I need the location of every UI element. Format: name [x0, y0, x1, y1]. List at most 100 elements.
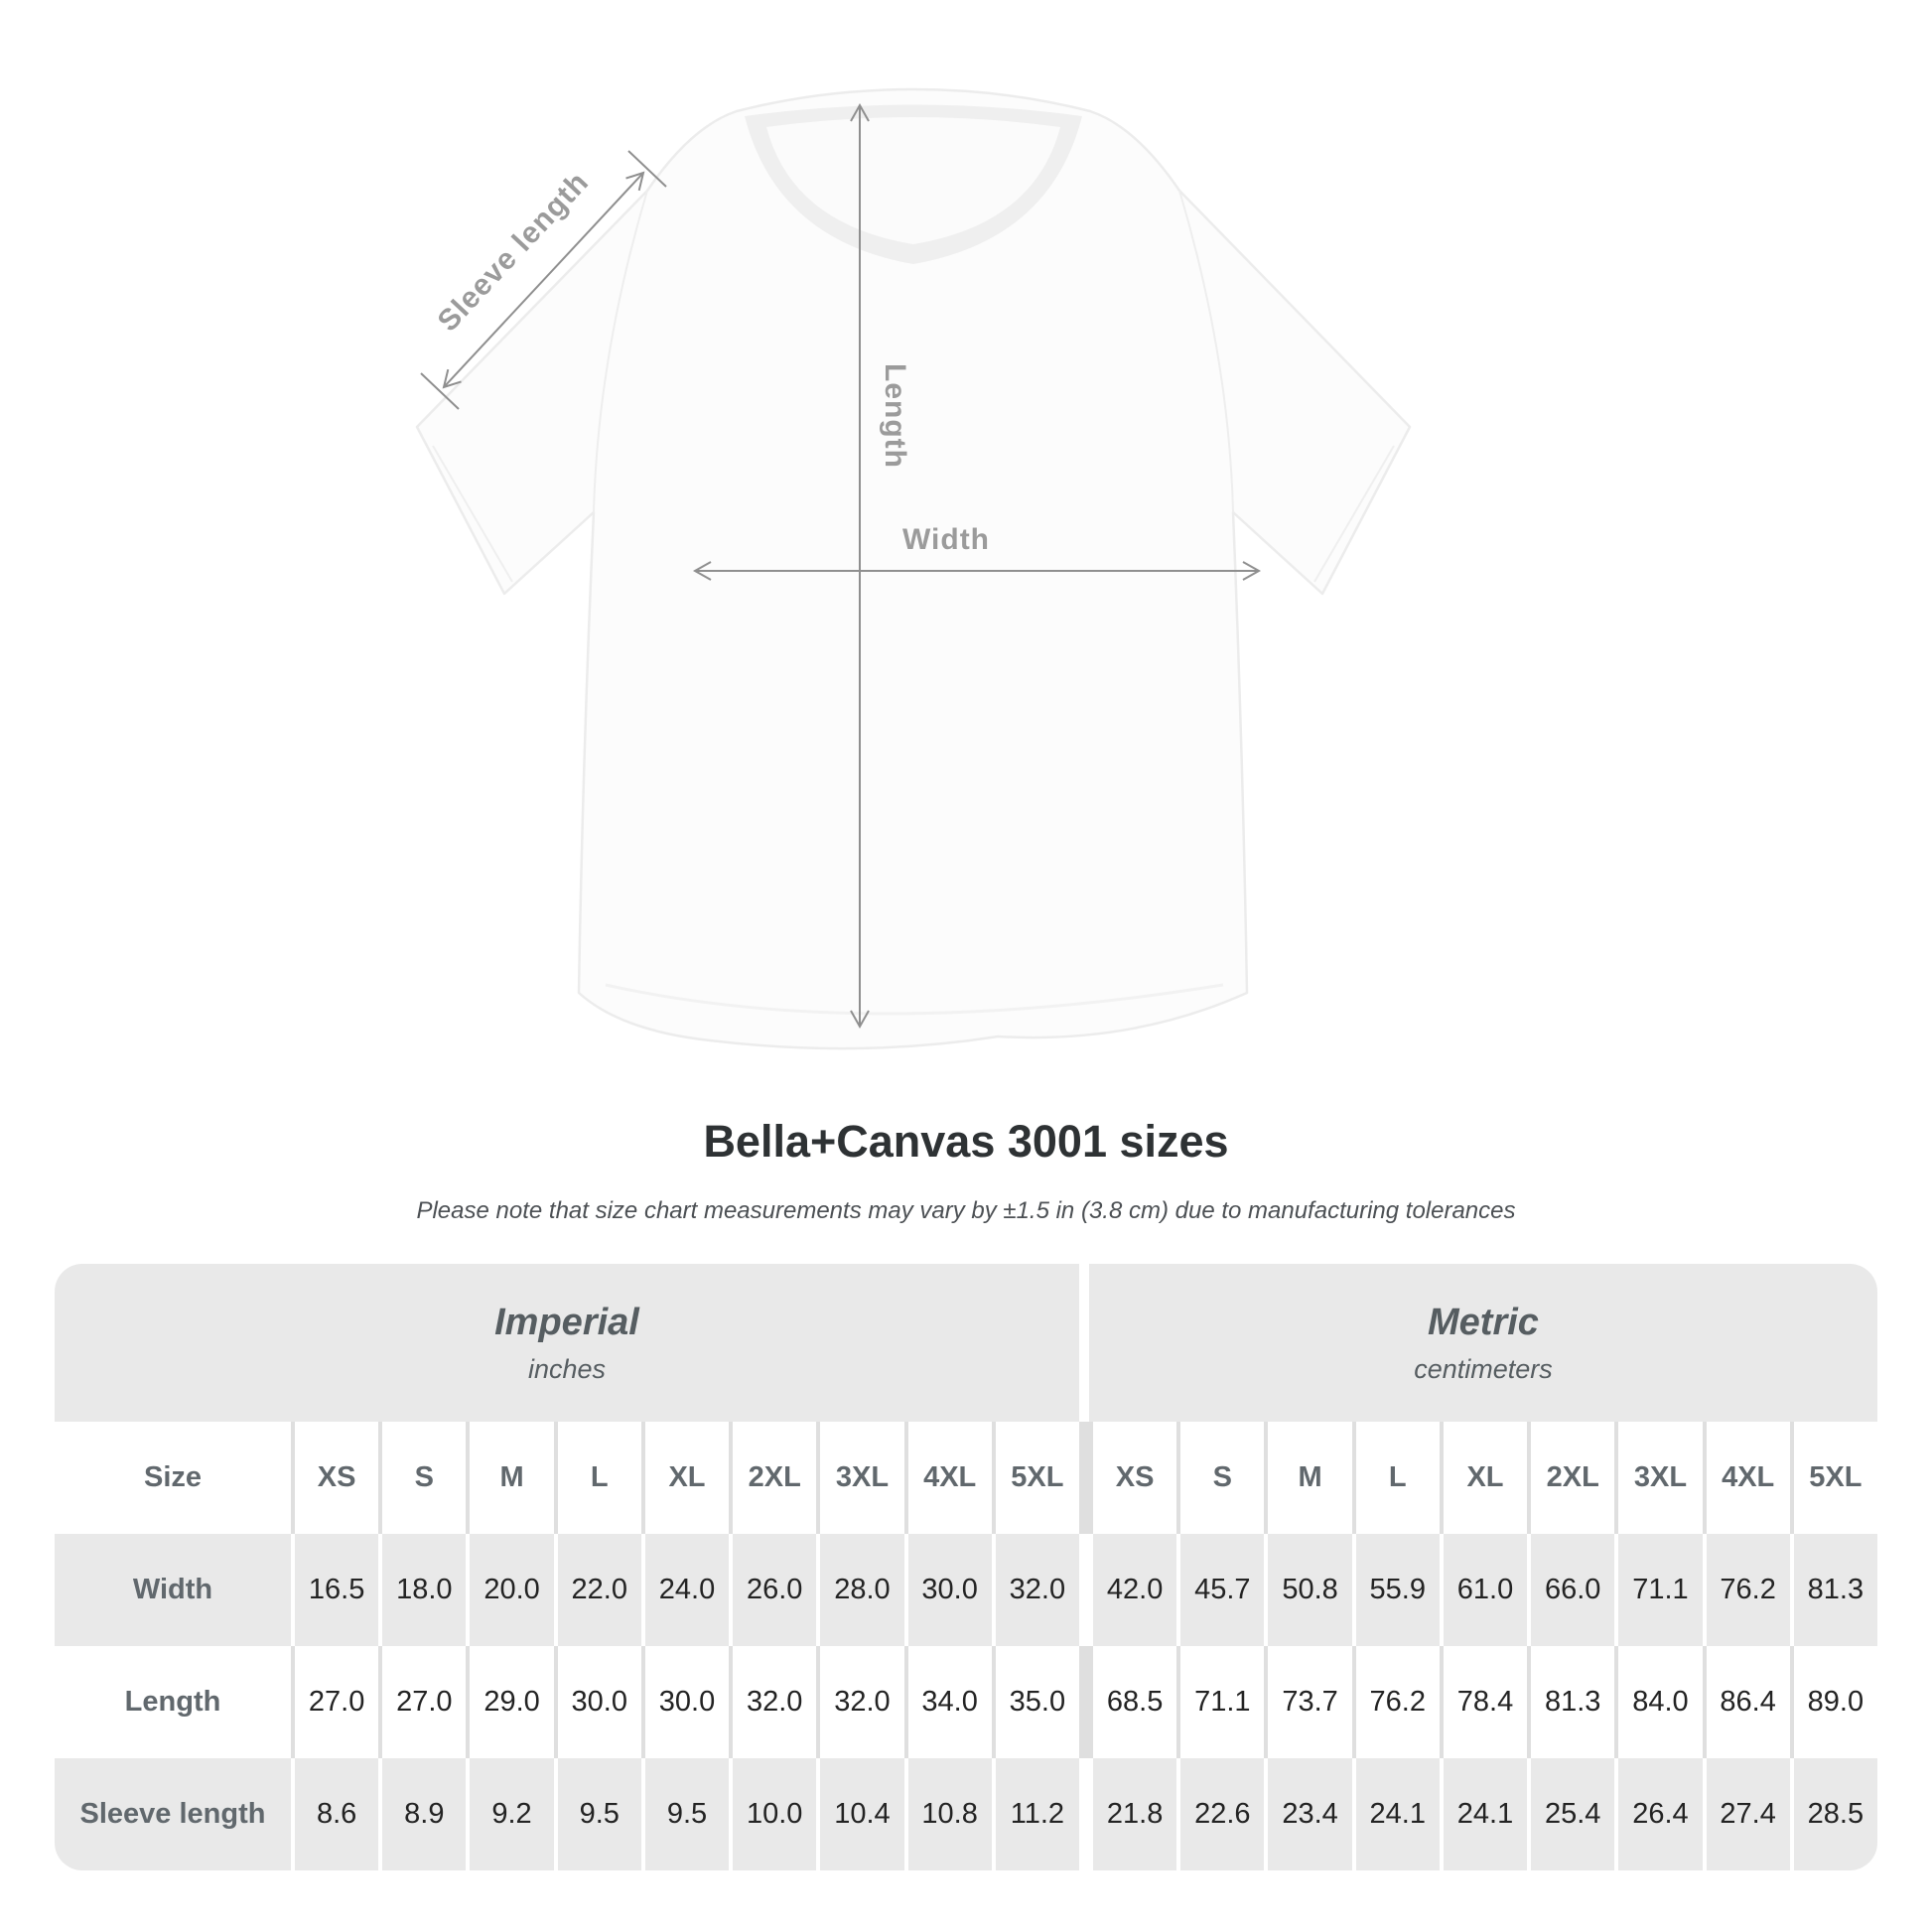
- value-cell-metric: 42.0: [1088, 1534, 1177, 1646]
- value-cell-metric: 28.5: [1789, 1758, 1877, 1870]
- value-cell-metric: 23.4: [1264, 1758, 1352, 1870]
- value-cell-metric: 71.1: [1176, 1646, 1265, 1758]
- size-header-metric: XL: [1439, 1422, 1528, 1534]
- value-cell-metric: 61.0: [1439, 1534, 1528, 1646]
- size-header-imperial: 4XL: [903, 1422, 992, 1534]
- metric-title: Metric: [1428, 1301, 1539, 1343]
- value-cell-imperial: 16.5: [291, 1534, 379, 1646]
- value-cell-imperial: 26.0: [729, 1534, 817, 1646]
- value-cell-imperial: 27.0: [378, 1646, 467, 1758]
- section-gap: [1078, 1264, 1089, 1422]
- value-cell-imperial: 20.0: [466, 1534, 554, 1646]
- row-label: Sleeve length: [55, 1758, 291, 1870]
- left-cuff-fold: [432, 445, 513, 583]
- value-cell-imperial: 18.0: [378, 1534, 467, 1646]
- sleeve-arrow-end-tick-top: [627, 150, 667, 188]
- imperial-title: Imperial: [494, 1301, 639, 1343]
- size-header-imperial: 3XL: [816, 1422, 904, 1534]
- value-cell-imperial: 22.0: [553, 1534, 641, 1646]
- size-header-metric: 4XL: [1702, 1422, 1790, 1534]
- section-gap: [1078, 1534, 1089, 1646]
- value-cell-metric: 76.2: [1351, 1646, 1440, 1758]
- title-block: Bella+Canvas 3001 sizes Please note that…: [0, 1114, 1932, 1225]
- value-cell-metric: 81.3: [1789, 1534, 1877, 1646]
- value-cell-metric: 22.6: [1176, 1758, 1265, 1870]
- tshirt-illustration: [415, 87, 1412, 1050]
- sleeve-arrow-end-tick-bottom: [420, 372, 460, 410]
- hem-shadow: [605, 983, 1224, 1016]
- size-header-metric: 5XL: [1789, 1422, 1877, 1534]
- value-cell-imperial: 30.0: [640, 1646, 730, 1758]
- page-subtitle: Please note that size chart measurements…: [416, 1197, 1516, 1224]
- value-cell-imperial: 11.2: [991, 1758, 1079, 1870]
- value-cell-imperial: 32.0: [816, 1646, 904, 1758]
- value-cell-metric: 21.8: [1088, 1758, 1177, 1870]
- value-cell-metric: 66.0: [1527, 1534, 1615, 1646]
- value-cell-metric: 45.7: [1176, 1534, 1265, 1646]
- metric-section-header: Metric centimeters: [1088, 1264, 1877, 1422]
- row-label: Length: [55, 1646, 291, 1758]
- size-header-imperial: M: [466, 1422, 554, 1534]
- size-table: Imperial inches Metric centimeters Size X…: [55, 1264, 1877, 1870]
- value-cell-metric: 68.5: [1088, 1646, 1177, 1758]
- value-cell-imperial: 10.0: [729, 1758, 817, 1870]
- size-header-metric: 2XL: [1527, 1422, 1615, 1534]
- size-header-imperial: XL: [640, 1422, 730, 1534]
- size-header-imperial: L: [553, 1422, 641, 1534]
- value-cell-metric: 25.4: [1527, 1758, 1615, 1870]
- value-cell-imperial: 8.9: [378, 1758, 467, 1870]
- value-cell-imperial: 10.4: [816, 1758, 904, 1870]
- section-gap: [1078, 1646, 1089, 1758]
- value-cell-metric: 55.9: [1351, 1534, 1440, 1646]
- right-sleeve-seam: [1178, 190, 1234, 513]
- value-cell-metric: 50.8: [1264, 1534, 1352, 1646]
- length-label: Length: [879, 363, 911, 469]
- value-cell-metric: 76.2: [1702, 1534, 1790, 1646]
- right-cuff-fold: [1313, 445, 1395, 583]
- size-header-metric: M: [1264, 1422, 1352, 1534]
- value-cell-metric: 78.4: [1439, 1646, 1528, 1758]
- collar-band: [766, 117, 1060, 244]
- size-header-metric: L: [1351, 1422, 1440, 1534]
- value-cell-imperial: 27.0: [291, 1646, 379, 1758]
- value-cell-metric: 84.0: [1614, 1646, 1703, 1758]
- value-cell-imperial: 8.6: [291, 1758, 379, 1870]
- size-header-imperial: 2XL: [729, 1422, 817, 1534]
- size-header-metric: XS: [1088, 1422, 1177, 1534]
- sleeve-length-arrow: [442, 171, 645, 389]
- size-header-imperial: XS: [291, 1422, 379, 1534]
- value-cell-metric: 73.7: [1264, 1646, 1352, 1758]
- value-cell-metric: 27.4: [1702, 1758, 1790, 1870]
- value-cell-imperial: 30.0: [903, 1534, 992, 1646]
- value-cell-metric: 24.1: [1351, 1758, 1440, 1870]
- value-cell-metric: 81.3: [1527, 1646, 1615, 1758]
- value-cell-metric: 71.1: [1614, 1534, 1703, 1646]
- value-cell-imperial: 9.5: [553, 1758, 641, 1870]
- row-label: Width: [55, 1534, 291, 1646]
- section-gap: [1078, 1422, 1089, 1534]
- value-cell-metric: 86.4: [1702, 1646, 1790, 1758]
- value-cell-imperial: 35.0: [991, 1646, 1079, 1758]
- size-header-imperial: 5XL: [991, 1422, 1079, 1534]
- value-cell-metric: 24.1: [1439, 1758, 1528, 1870]
- value-cell-imperial: 32.0: [729, 1646, 817, 1758]
- value-cell-imperial: 24.0: [640, 1534, 730, 1646]
- value-cell-imperial: 34.0: [903, 1646, 992, 1758]
- value-cell-imperial: 28.0: [816, 1534, 904, 1646]
- section-gap: [1078, 1758, 1089, 1870]
- value-cell-metric: 89.0: [1789, 1646, 1877, 1758]
- page-title: Bella+Canvas 3001 sizes: [703, 1116, 1229, 1167]
- value-cell-imperial: 9.5: [640, 1758, 730, 1870]
- value-cell-imperial: 9.2: [466, 1758, 554, 1870]
- imperial-section-header: Imperial inches: [55, 1264, 1079, 1422]
- value-cell-metric: 26.4: [1614, 1758, 1703, 1870]
- size-header-metric: S: [1176, 1422, 1265, 1534]
- value-cell-imperial: 32.0: [991, 1534, 1079, 1646]
- value-cell-imperial: 30.0: [553, 1646, 641, 1758]
- width-label: Width: [902, 523, 990, 556]
- size-header-metric: 3XL: [1614, 1422, 1703, 1534]
- imperial-unit: inches: [527, 1353, 607, 1384]
- value-cell-imperial: 10.8: [903, 1758, 992, 1870]
- metric-unit: centimeters: [1414, 1353, 1553, 1384]
